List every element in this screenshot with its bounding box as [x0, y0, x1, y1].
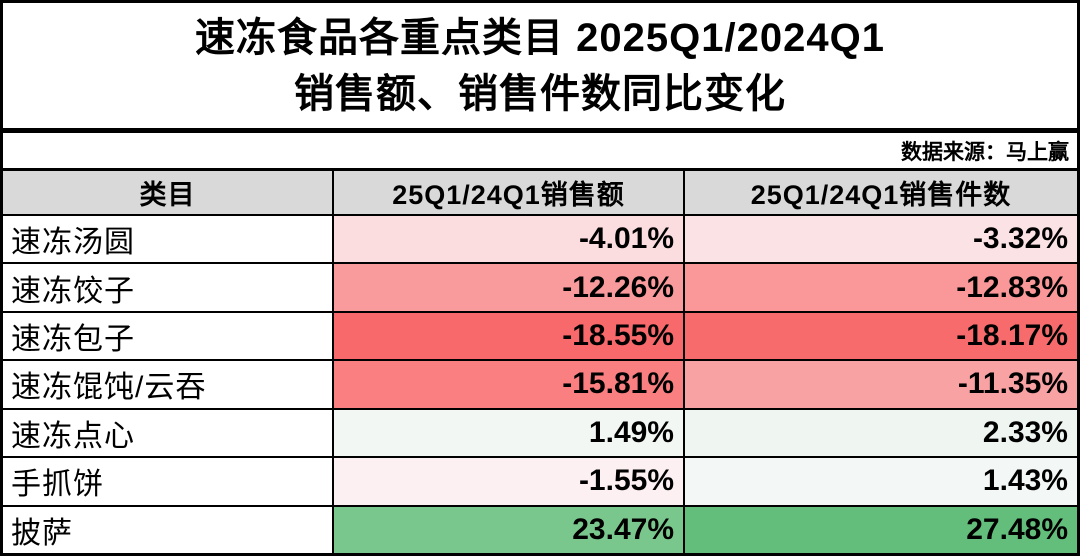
category-cell: 手抓饼 [11, 468, 104, 502]
sales-change-cell: -1.55% [332, 458, 685, 505]
page-title-line2: 销售额、销售件数同比变化 [294, 71, 786, 116]
table-row: 手抓饼 -1.55% 1.43% [3, 458, 1077, 507]
units-change-cell: -12.83% [685, 264, 1077, 311]
sales-change-cell: 1.49% [332, 409, 685, 457]
table-row: 披萨 23.47% 27.48% [3, 506, 1077, 553]
title-block: 速冻食品各重点类目 2025Q1/2024Q1 销售额、销售件数同比变化 [3, 3, 1077, 133]
sales-change-cell: -15.81% [332, 361, 685, 408]
data-source-row: 数据来源：马上赢 [3, 133, 1077, 171]
table-header-row: 类目 25Q1/24Q1销售额 25Q1/24Q1销售件数 [3, 171, 1077, 216]
category-cell: 速冻包子 [11, 323, 135, 357]
page-title-line1: 速冻食品各重点类目 2025Q1/2024Q1 [195, 15, 885, 60]
units-change-cell: -18.17% [685, 312, 1077, 360]
table-row: 速冻包子 -18.55% -18.17% [3, 312, 1077, 362]
units-change-cell: 2.33% [685, 409, 1077, 457]
table-row: 速冻点心 1.49% 2.33% [3, 409, 1077, 459]
category-cell: 速冻馄饨/云吞 [11, 371, 207, 405]
units-change-cell: 1.43% [685, 458, 1077, 505]
sales-change-cell: 23.47% [332, 506, 685, 553]
data-source-label: 数据来源：马上赢 [901, 140, 1069, 164]
table-row: 速冻馄饨/云吞 -15.81% -11.35% [3, 361, 1077, 410]
category-cell: 速冻点心 [11, 419, 135, 453]
category-cell: 速冻饺子 [11, 274, 135, 308]
units-change-cell: -11.35% [685, 361, 1077, 408]
table-row: 速冻汤圆 -4.01% -3.32% [3, 216, 1077, 265]
units-change-cell: -3.32% [685, 216, 1077, 263]
units-change-cell: 27.48% [685, 506, 1077, 553]
data-table: 类目 25Q1/24Q1销售额 25Q1/24Q1销售件数 速冻汤圆 -4.01… [3, 171, 1077, 553]
sales-change-cell: -4.01% [332, 216, 685, 263]
header-category: 类目 [3, 171, 332, 214]
category-cell: 披萨 [11, 516, 73, 550]
category-cell: 速冻汤圆 [11, 226, 135, 260]
header-units-change: 25Q1/24Q1销售件数 [685, 171, 1077, 214]
sales-change-cell: -12.26% [332, 264, 685, 311]
table-row: 速冻饺子 -12.26% -12.83% [3, 264, 1077, 313]
sales-change-cell: -18.55% [332, 312, 685, 360]
header-sales-change: 25Q1/24Q1销售额 [332, 171, 685, 214]
